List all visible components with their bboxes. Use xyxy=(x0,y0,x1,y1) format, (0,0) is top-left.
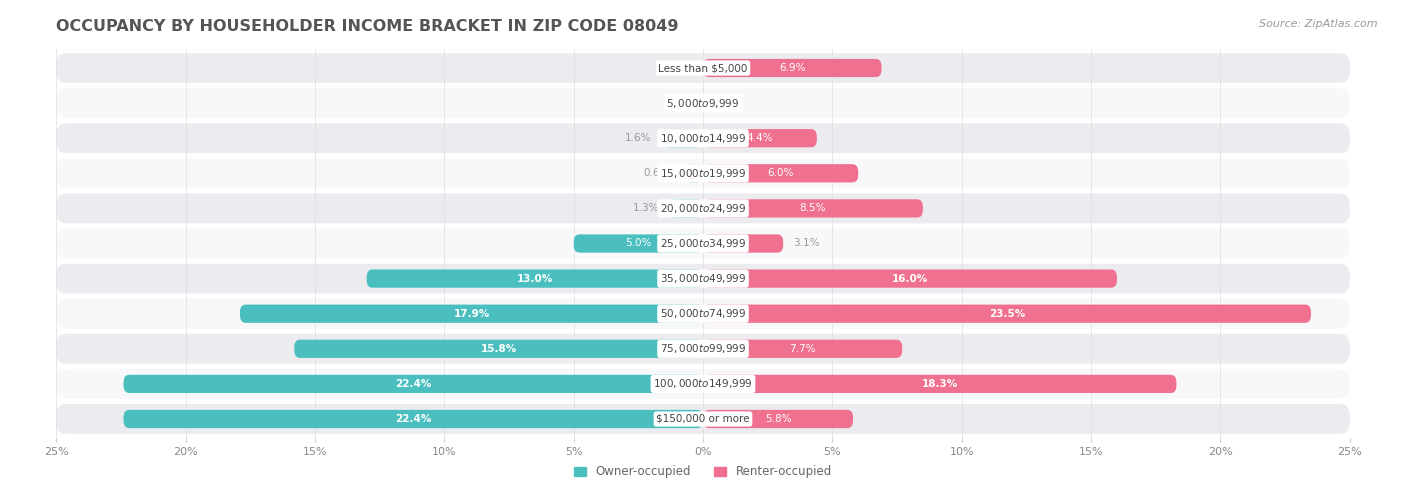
FancyBboxPatch shape xyxy=(703,339,903,358)
Text: $20,000 to $24,999: $20,000 to $24,999 xyxy=(659,202,747,215)
Text: 23.5%: 23.5% xyxy=(988,309,1025,318)
Text: $150,000 or more: $150,000 or more xyxy=(657,414,749,424)
FancyBboxPatch shape xyxy=(703,129,817,148)
Text: $25,000 to $34,999: $25,000 to $34,999 xyxy=(659,237,747,250)
Text: $5,000 to $9,999: $5,000 to $9,999 xyxy=(666,96,740,110)
Text: 1.3%: 1.3% xyxy=(633,204,659,213)
FancyBboxPatch shape xyxy=(703,59,882,77)
FancyBboxPatch shape xyxy=(56,53,1350,83)
FancyBboxPatch shape xyxy=(240,304,703,323)
FancyBboxPatch shape xyxy=(662,129,703,148)
Text: 7.7%: 7.7% xyxy=(789,344,815,354)
FancyBboxPatch shape xyxy=(703,164,858,183)
Text: 13.0%: 13.0% xyxy=(517,274,553,283)
FancyBboxPatch shape xyxy=(56,334,1350,364)
Text: Source: ZipAtlas.com: Source: ZipAtlas.com xyxy=(1260,19,1378,30)
Text: 4.4%: 4.4% xyxy=(747,133,773,143)
FancyBboxPatch shape xyxy=(703,269,1116,288)
FancyBboxPatch shape xyxy=(686,164,703,183)
Text: $100,000 to $149,999: $100,000 to $149,999 xyxy=(654,377,752,391)
Text: 22.4%: 22.4% xyxy=(395,379,432,389)
Text: $15,000 to $19,999: $15,000 to $19,999 xyxy=(659,167,747,180)
FancyBboxPatch shape xyxy=(367,269,703,288)
Text: 5.8%: 5.8% xyxy=(765,414,792,424)
Text: OCCUPANCY BY HOUSEHOLDER INCOME BRACKET IN ZIP CODE 08049: OCCUPANCY BY HOUSEHOLDER INCOME BRACKET … xyxy=(56,19,679,35)
Text: $75,000 to $99,999: $75,000 to $99,999 xyxy=(659,342,747,356)
FancyBboxPatch shape xyxy=(56,404,1350,434)
Text: 0.0%: 0.0% xyxy=(716,98,742,108)
Legend: Owner-occupied, Renter-occupied: Owner-occupied, Renter-occupied xyxy=(569,461,837,483)
FancyBboxPatch shape xyxy=(56,123,1350,153)
FancyBboxPatch shape xyxy=(56,369,1350,399)
Text: $10,000 to $14,999: $10,000 to $14,999 xyxy=(659,131,747,145)
Text: 0.63%: 0.63% xyxy=(644,169,676,178)
FancyBboxPatch shape xyxy=(124,375,703,393)
FancyBboxPatch shape xyxy=(56,299,1350,329)
Text: $35,000 to $49,999: $35,000 to $49,999 xyxy=(659,272,747,285)
FancyBboxPatch shape xyxy=(56,88,1350,118)
Text: 18.3%: 18.3% xyxy=(921,379,957,389)
Text: 6.9%: 6.9% xyxy=(779,63,806,73)
Text: 8.5%: 8.5% xyxy=(800,204,827,213)
FancyBboxPatch shape xyxy=(703,410,853,428)
Text: 3.1%: 3.1% xyxy=(793,239,820,248)
Text: 0.0%: 0.0% xyxy=(664,98,690,108)
Text: 0.0%: 0.0% xyxy=(664,63,690,73)
Text: Less than $5,000: Less than $5,000 xyxy=(658,63,748,73)
FancyBboxPatch shape xyxy=(669,199,703,218)
FancyBboxPatch shape xyxy=(574,234,703,253)
FancyBboxPatch shape xyxy=(703,375,1177,393)
FancyBboxPatch shape xyxy=(703,304,1310,323)
FancyBboxPatch shape xyxy=(56,193,1350,224)
FancyBboxPatch shape xyxy=(56,228,1350,259)
FancyBboxPatch shape xyxy=(124,410,703,428)
FancyBboxPatch shape xyxy=(294,339,703,358)
FancyBboxPatch shape xyxy=(56,263,1350,294)
Text: 15.8%: 15.8% xyxy=(481,344,517,354)
FancyBboxPatch shape xyxy=(703,234,783,253)
Text: $50,000 to $74,999: $50,000 to $74,999 xyxy=(659,307,747,320)
Text: 22.4%: 22.4% xyxy=(395,414,432,424)
FancyBboxPatch shape xyxy=(56,158,1350,188)
Text: 1.6%: 1.6% xyxy=(624,133,651,143)
Text: 17.9%: 17.9% xyxy=(453,309,489,318)
Text: 16.0%: 16.0% xyxy=(891,274,928,283)
Text: 6.0%: 6.0% xyxy=(768,169,794,178)
Text: 5.0%: 5.0% xyxy=(626,239,651,248)
FancyBboxPatch shape xyxy=(703,199,922,218)
